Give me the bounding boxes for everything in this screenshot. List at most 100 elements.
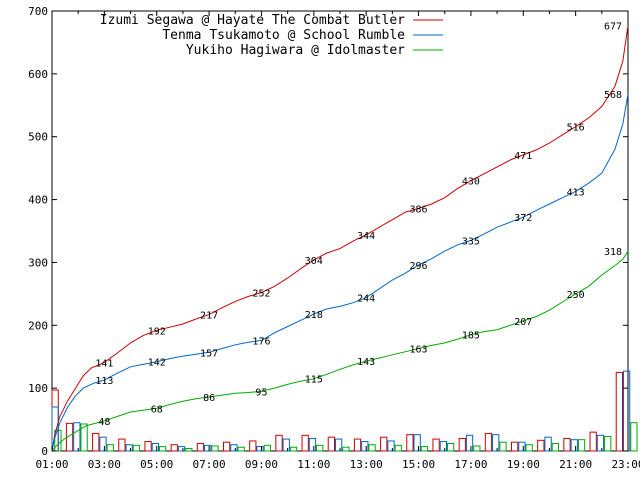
y-axis: 0 100 200 300 400 500 600 700 — [28, 5, 628, 458]
bar-21-series-1 — [596, 434, 605, 452]
bar-6-series-2 — [211, 445, 219, 452]
data-label-2-6: 163 — [410, 345, 428, 356]
bar-11-series-0 — [327, 436, 335, 452]
legend: Izumi Segawa @ Hayate The Combat ButlerT… — [100, 13, 443, 58]
bar-21-series-0 — [589, 431, 597, 452]
data-label-1-0: 113 — [95, 376, 113, 387]
bar-6-series-1 — [204, 444, 212, 452]
bar-16-series-1 — [465, 434, 474, 452]
bar-0-series-2 — [54, 429, 62, 452]
bar-14-series-0 — [406, 434, 414, 452]
bar-18-series-1 — [518, 441, 526, 452]
bar-22-series-2 — [630, 422, 638, 452]
y-tick-label-1: 100 — [28, 382, 48, 395]
data-label-2-10: 318 — [604, 247, 622, 258]
bar-3-series-2 — [132, 444, 141, 452]
bar-21-series-2 — [604, 436, 612, 452]
bar-11-series-1 — [334, 438, 343, 452]
y-tick-label-3: 300 — [28, 256, 48, 269]
data-label-0-7: 430 — [462, 177, 480, 188]
bar-1-series-1 — [73, 422, 81, 452]
data-label-1-9: 413 — [567, 187, 585, 198]
data-label-2-1: 68 — [151, 404, 163, 415]
bar-8-series-2 — [263, 444, 271, 452]
bar-12-series-1 — [361, 441, 369, 452]
bar-16-series-2 — [473, 445, 481, 452]
bar-19-series-1 — [544, 436, 552, 452]
x-tick-label-9: 19:00 — [507, 458, 540, 471]
legend-label-2: Yukiho Hagiwara @ Idolmaster — [186, 43, 405, 58]
x-tick-label-5: 11:00 — [297, 458, 330, 471]
bar-15-series-2 — [446, 442, 455, 452]
bar-14-series-1 — [413, 434, 421, 452]
y-tick-label-0: 0 — [41, 445, 48, 458]
bar-12-series-2 — [368, 444, 376, 452]
bar-2-series-2 — [106, 444, 114, 452]
bar-10-series-0 — [301, 434, 309, 452]
bar-17-series-2 — [499, 441, 507, 452]
data-label-2-7: 185 — [462, 331, 480, 342]
bar-20-series-2 — [577, 439, 586, 452]
data-label-0-4: 304 — [305, 256, 323, 267]
bar-10-series-2 — [316, 444, 324, 452]
bar-17-series-1 — [492, 434, 500, 452]
bar-15-series-1 — [439, 441, 447, 452]
bar-3-series-1 — [125, 444, 133, 452]
series-lines — [51, 25, 629, 452]
data-label-0-5: 344 — [357, 231, 375, 242]
hourly-bars — [51, 370, 638, 452]
bar-9-series-1 — [282, 438, 290, 452]
bar-20-series-0 — [563, 437, 571, 452]
x-tick-label-4: 09:00 — [245, 458, 278, 471]
data-label-1-1: 142 — [148, 358, 166, 369]
x-tick-label-11: 23:00 — [611, 458, 640, 471]
bar-11-series-2 — [342, 446, 350, 452]
bar-9-series-2 — [289, 446, 298, 452]
bar-8-series-1 — [256, 446, 264, 452]
data-label-1-8: 372 — [514, 213, 532, 224]
bar-15-series-0 — [432, 438, 440, 452]
bar-4-series-2 — [158, 446, 167, 452]
x-tick-label-7: 15:00 — [402, 458, 435, 471]
data-label-2-2: 86 — [203, 393, 215, 404]
data-label-0-9: 516 — [567, 123, 585, 134]
bar-6-series-0 — [196, 442, 205, 452]
bar-9-series-0 — [275, 434, 283, 452]
bar-13-series-2 — [394, 444, 402, 452]
data-label-1-7: 335 — [462, 236, 480, 247]
data-label-2-3: 95 — [255, 387, 267, 398]
data-label-0-10: 677 — [604, 21, 622, 32]
data-label-1-10: 568 — [604, 90, 622, 101]
x-tick-label-10: 21:00 — [559, 458, 592, 471]
y-tick-label-4: 400 — [28, 194, 48, 207]
x-tick-label-6: 13:00 — [350, 458, 383, 471]
bar-16-series-0 — [458, 437, 466, 452]
bar-5-series-1 — [177, 446, 186, 452]
bar-20-series-1 — [570, 439, 578, 452]
series-line-1 — [51, 93, 629, 452]
data-label-0-8: 471 — [514, 151, 532, 162]
data-label-0-2: 217 — [200, 311, 218, 322]
data-label-2-4: 115 — [305, 375, 323, 386]
y-tick-label-5: 500 — [28, 131, 48, 144]
bar-10-series-1 — [308, 437, 317, 452]
data-label-2-8: 207 — [514, 317, 532, 328]
bar-13-series-0 — [380, 436, 388, 452]
y-tick-label-7: 700 — [28, 5, 48, 18]
x-tick-label-2: 05:00 — [140, 458, 173, 471]
bar-19-series-2 — [551, 442, 559, 452]
bar-8-series-0 — [249, 440, 257, 452]
data-label-0-1: 192 — [148, 326, 166, 337]
bar-22-series-1 — [622, 370, 631, 452]
bar-5-series-2 — [185, 447, 193, 452]
series-line-0 — [51, 25, 629, 452]
legend-label-1: Tenma Tsukamoto @ School Rumble — [162, 28, 405, 43]
bar-22-series-0 — [615, 371, 623, 452]
data-label-0-3: 252 — [252, 289, 270, 300]
bar-1-series-2 — [80, 423, 88, 452]
data-label-2-0: 48 — [98, 417, 110, 428]
plot-frame — [51, 10, 629, 452]
data-labels: 141 192 217 252 304 344 386 430 471 516 677 113 142 1… — [95, 21, 622, 427]
data-label-1-4: 218 — [305, 310, 323, 321]
data-label-1-5: 244 — [357, 294, 375, 305]
